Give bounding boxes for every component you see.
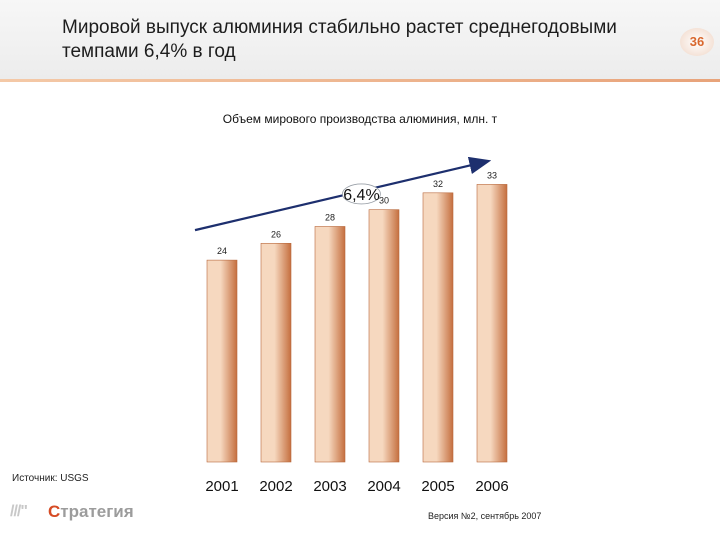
x-tick-2006: 2006 bbox=[475, 478, 508, 495]
chart-title: Объем мирового производства алюминия, мл… bbox=[222, 112, 498, 126]
source-note: Источник: USGS bbox=[12, 473, 89, 484]
x-tick-2001: 2001 bbox=[205, 478, 238, 495]
bar-2002 bbox=[260, 242, 292, 463]
slide-header bbox=[0, 0, 720, 80]
company-logo: ///" Стратегия bbox=[10, 501, 180, 523]
logo-wordmark: Стратегия bbox=[48, 502, 134, 521]
trend-arrow bbox=[194, 156, 492, 232]
bar-2001 bbox=[206, 259, 238, 463]
bar-2004 bbox=[368, 209, 400, 463]
data-label-2003: 28 bbox=[325, 212, 335, 222]
data-label-2004: 30 bbox=[379, 196, 389, 206]
data-label-2006: 33 bbox=[487, 170, 497, 180]
x-tick-2005: 2005 bbox=[421, 478, 454, 495]
x-tick-2002: 2002 bbox=[259, 478, 292, 495]
bar-2006 bbox=[476, 184, 508, 463]
slide-title: Мировой выпуск алюминия стабильно растет… bbox=[62, 17, 617, 62]
version-note: Версия №2, сентябрь 2007 bbox=[428, 511, 542, 521]
header-divider bbox=[0, 79, 720, 82]
page-number-badge: 36 bbox=[680, 28, 714, 56]
growth-rate-bubble bbox=[342, 183, 381, 205]
bar-2003 bbox=[314, 226, 346, 463]
x-tick-2003: 2003 bbox=[313, 478, 346, 495]
bar-2005 bbox=[422, 192, 454, 463]
data-label-2002: 26 bbox=[271, 229, 281, 239]
x-tick-2004: 2004 bbox=[367, 478, 400, 495]
data-label-2005: 32 bbox=[433, 179, 443, 189]
data-label-2001: 24 bbox=[217, 246, 227, 256]
logo-mark-icon: ///" bbox=[10, 503, 28, 520]
growth-rate-label: 6,4% bbox=[343, 187, 379, 204]
